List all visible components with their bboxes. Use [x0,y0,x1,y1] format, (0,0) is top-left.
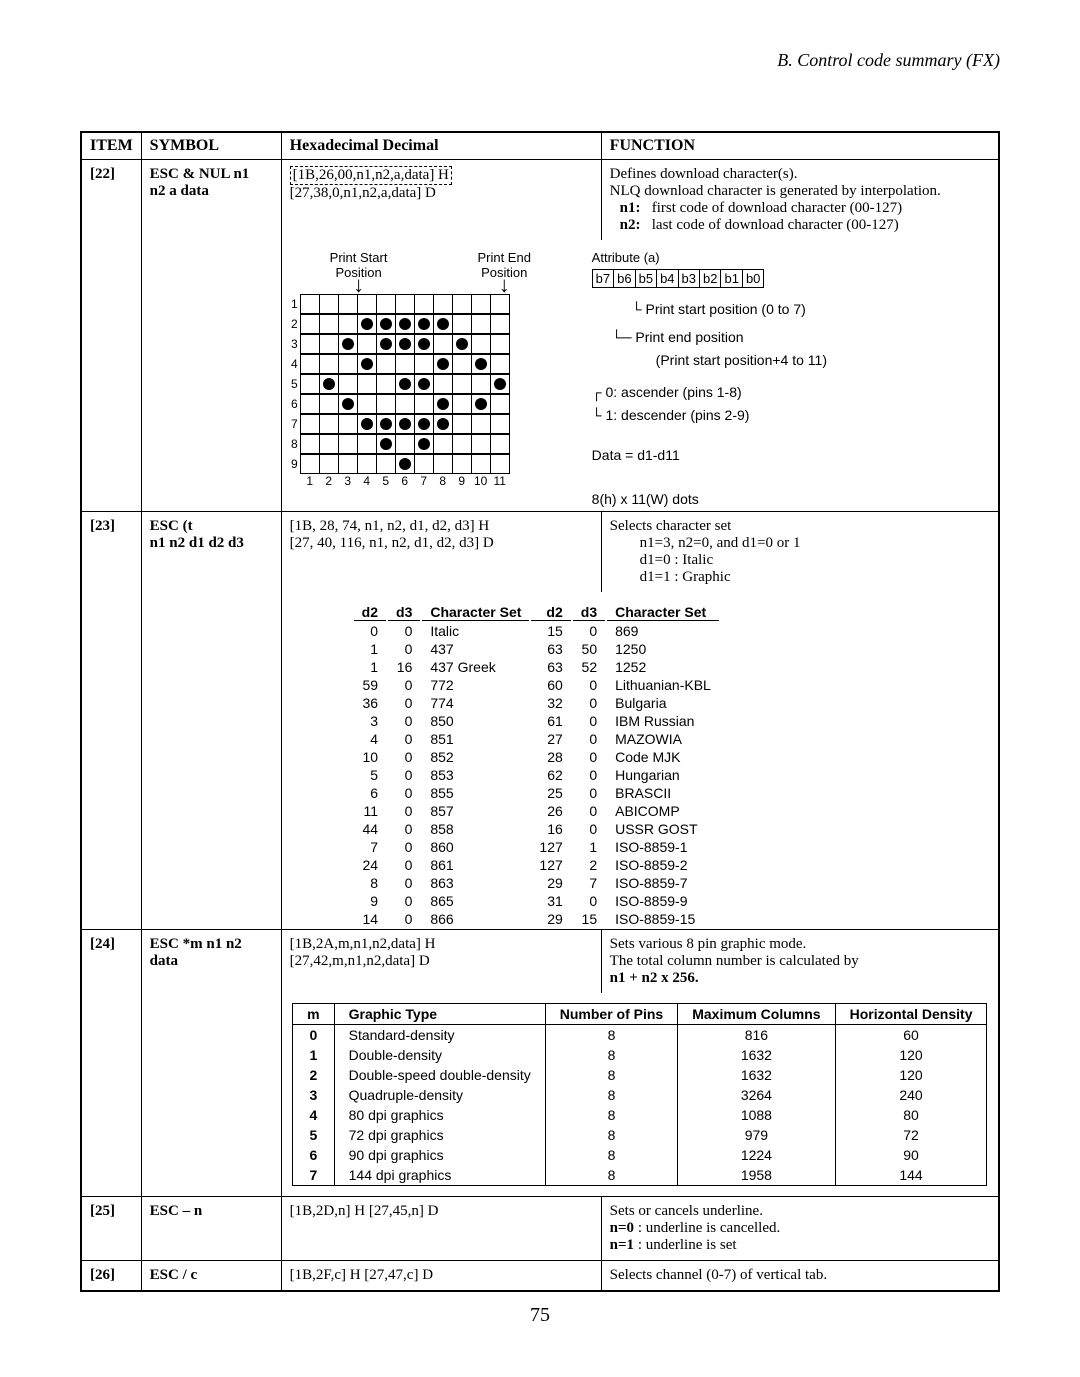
arrow-down-icon-2: ↓ [477,280,530,290]
sym22-2: n2 a data [150,183,273,200]
pstart-lbl: Print Start [330,250,388,265]
arrow-down-icon: ↓ [330,280,388,290]
hex22-1: [1B,26,00,n1,n2,a,data] H [290,166,452,185]
sym23-1: ESC (t [150,518,273,535]
diagram-22: Print StartPosition↓ Print EndPosition↓ … [282,250,998,511]
col-nums: 1234567891011 [301,474,552,488]
pstart-txt: Print start position (0 to 7) [645,301,805,317]
sym24-2: data [150,953,273,970]
hex24-1: [1B,2A,m,n1,n2,data] H [290,936,593,953]
hex24-2: [27,42,m,n1,n2,data] D [290,953,593,970]
row-24: [24] ESC *m n1 n2 data [1B,2A,m,n1,n2,da… [81,929,999,1196]
sym-22: ESC & NUL n1 n2 a data [141,160,281,512]
f25-1: Sets or cancels underline. [610,1203,990,1220]
n2-lbl: n2: [620,217,641,233]
func-25: Sets or cancels underline. n=0 : underli… [601,1196,999,1260]
n1-lbl: n1: [620,200,641,216]
func23-1: Selects character set [610,518,990,535]
func23-2: n1=3, n2=0, and d1=0 or 1 [640,535,990,552]
col-item: ITEM [81,132,141,160]
sym23-2: n1 n2 d1 d2 d3 [150,535,273,552]
pend-lbl: Print End [477,250,530,265]
row-23: [23] ESC (t n1 n2 d1 d2 d3 [1B, 28, 74, … [81,511,999,929]
item-25: [25] [81,1196,141,1260]
col-func: FUNCTION [601,132,999,160]
row-22: [22] ESC & NUL n1 n2 a data [1B,26,00,n1… [81,160,999,512]
sym-23: ESC (t n1 n2 d1 d2 d3 [141,511,281,929]
sym24-1: ESC *m n1 n2 [150,936,273,953]
f25-2b: n=0 [610,1220,634,1236]
func-26: Selects channel (0-7) of vertical tab. [601,1260,999,1291]
func22-2: NLQ download character is generated by i… [610,183,990,200]
sym-26: ESC / c [141,1260,281,1291]
hex-26: [1B,2F,c] H [27,47,c] D [281,1260,601,1291]
func24-1: Sets various 8 pin graphic mode. [610,936,990,953]
func23-4: d1=1 : Graphic [640,569,990,586]
func23-3: d1=0 : Italic [640,552,990,569]
data-eq: Data = d1-d11 [592,444,998,466]
col-symbol: SYMBOL [141,132,281,160]
item-23: [23] [81,511,141,929]
sym-25: ESC – n [141,1196,281,1260]
item-24: [24] [81,929,141,1196]
item-26: [26] [81,1260,141,1291]
func22-1: Defines download character(s). [610,166,990,183]
f25-3: : underline is set [634,1237,736,1253]
pend2-txt: (Print start position+4 to 11) [612,352,827,368]
item-22: [22] [81,160,141,512]
charset-table: d2d3Character Setd2d3Character Set 00Ita… [352,602,721,929]
control-code-table: ITEM SYMBOL Hexadecimal Decimal FUNCTION… [80,131,1000,1292]
n2-txt: last code of download character (00-127) [652,217,899,233]
f25-2: : underline is cancelled. [634,1220,780,1236]
attr-box: b7b6b5b4b3b2b1b0 [592,269,765,288]
pend1-txt: Print end position [635,329,743,345]
sym22-1: ESC & NUL n1 [150,166,273,183]
page-header: B. Control code summary (FX) [80,50,1000,71]
hex22-2: [27,38,0,n1,n2,a,data] D [290,185,593,202]
asc-txt: 0: ascender (pins 1-8) [605,384,741,400]
hex23-2: [27, 40, 116, n1, n2, d1, d2, d3] D [290,535,593,552]
func24-2: The total column number is calculated by [610,953,990,970]
func24-3: n1 + n2 x 256. [610,970,699,986]
dots-spec: 8(h) x 11(W) dots [592,488,998,510]
attr-a-lbl: Attribute (a) [592,250,998,265]
col-hex: Hexadecimal Decimal [281,132,601,160]
sym-24: ESC *m n1 n2 data [141,929,281,1196]
page-number: 75 [80,1304,1000,1327]
n1-txt: first code of download character (00-127… [652,200,902,216]
row-26: [26] ESC / c [1B,2F,c] H [27,47,c] D Sel… [81,1260,999,1291]
desc-txt: 1: descender (pins 2-9) [605,407,749,423]
f25-3b: n=1 [610,1237,634,1253]
hex-25: [1B,2D,n] H [27,45,n] D [281,1196,601,1260]
row-25: [25] ESC – n [1B,2D,n] H [27,45,n] D Set… [81,1196,999,1260]
graphic-table: mGraphic TypeNumber of PinsMaximum Colum… [292,1003,987,1186]
pin-grid: 123456789 [282,294,552,474]
hex23-1: [1B, 28, 74, n1, n2, d1, d2, d3] H [290,518,593,535]
